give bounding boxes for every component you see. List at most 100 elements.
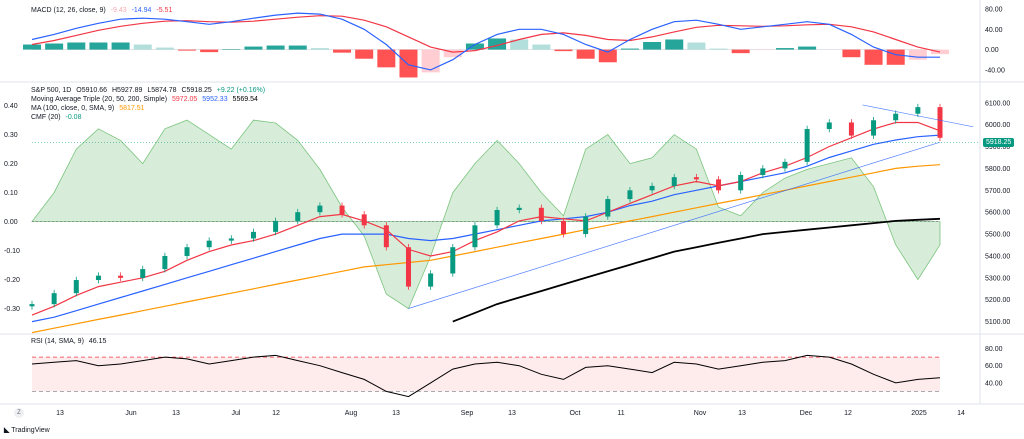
rsi-band (32, 357, 940, 392)
macd-pane (23, 12, 949, 78)
time-axis-tick: Oct (570, 410, 581, 417)
macd-hist-bar (598, 49, 617, 63)
candle-body (760, 168, 766, 175)
cmf-axis-tick: 0.00 (4, 219, 18, 226)
macd-hist-bar (908, 49, 927, 60)
axes-layer: 80.00 40.00 0.00 -40.00 6100.00 6000.00 5900.0… (4, 7, 1010, 417)
price-axis-tick: 5700.00 (985, 188, 1010, 195)
candle-body (649, 185, 655, 191)
candle-body (693, 177, 699, 180)
cmf-axis-tick: 0.10 (4, 190, 18, 197)
ma20-line (31, 121, 941, 316)
tv-logo-icon: ◣ (4, 427, 10, 434)
time-axis-tick: 2025 (911, 410, 927, 417)
macd-title: MACD (12, 26, close, 9) (31, 7, 106, 14)
macd-hist-bar (532, 44, 551, 50)
macd-line (31, 12, 940, 71)
rsi-line (31, 354, 941, 398)
candle-body (206, 240, 212, 248)
candle-body (339, 205, 345, 215)
candle-body (716, 179, 722, 191)
price-axis-tick: 5400.00 (985, 253, 1010, 260)
price-axis-tick: 5100.00 (985, 319, 1010, 326)
macd-axis-tick: 0.00 (985, 47, 999, 54)
macd-axis-tick: -40.00 (985, 67, 1005, 74)
ma200-value: 5569.54 (232, 96, 258, 103)
candle-body (893, 113, 899, 121)
ma50-line (31, 134, 941, 323)
ma200-line (452, 217, 941, 323)
symbol-label: S&P 500, 1D (31, 87, 72, 94)
macd-signal-value: -5.51 (156, 7, 173, 14)
macd-hist-bar (465, 43, 484, 50)
macd-hist-bar (222, 49, 241, 50)
macd-hist-bar (89, 42, 108, 50)
tradingview-logo: ◣ TradingView (4, 426, 50, 434)
open-value: O5910.66 (76, 87, 108, 94)
candle-body (361, 214, 367, 226)
macd-hist-bar (310, 48, 329, 50)
price-axis-tick: 5800.00 (985, 166, 1010, 173)
candle-body (804, 129, 810, 162)
time-axis-tick: Aug (345, 410, 358, 417)
change-value: +9.22 (+0.16%) (216, 87, 266, 94)
macd-hist-bar (443, 49, 462, 58)
cmf-axis-tick: -0.20 (4, 277, 20, 284)
time-axis-tick: 12 (272, 410, 280, 417)
macd-hist-bar (510, 39, 529, 50)
time-axis-tick: Jul (232, 410, 241, 417)
candle-body (782, 161, 788, 169)
time-axis-tick: Nov (694, 410, 707, 417)
price-axis-tick: 6100.00 (985, 100, 1010, 107)
macd-hist-bar (23, 44, 41, 50)
time-axis-tick: Dec (800, 410, 813, 417)
candle-body (162, 255, 168, 270)
candle-body (184, 247, 190, 256)
cmf-layer (31, 119, 941, 310)
macd-hist-bar (377, 49, 396, 68)
candle-body (428, 273, 434, 287)
macd-hist-bar (244, 46, 263, 50)
low-value: L5874.78 (147, 87, 177, 94)
cmf-value: -0.08 (65, 114, 82, 121)
macd-line-value: -14.94 (131, 7, 152, 14)
candle-body (317, 205, 323, 213)
zoom-icon[interactable]: Z (14, 408, 24, 418)
candle-body (250, 231, 256, 239)
candle-body (605, 199, 611, 217)
macd-hist-value: -9.43 (110, 7, 127, 14)
candle-body (538, 207, 544, 221)
time-axis-tick: Jun (125, 410, 136, 417)
macd-hist-bar (886, 49, 905, 65)
macd-hist-bar (620, 48, 639, 50)
time-axis-tick: 12 (844, 410, 852, 417)
candle-body (627, 190, 633, 200)
candle-body (405, 247, 411, 287)
candle-body (848, 122, 854, 136)
macd-hist-bar (421, 49, 440, 73)
time-axis-tick: Sep (461, 410, 474, 417)
close-value: C5918.25 (181, 87, 212, 94)
macd-hist-bar (355, 49, 374, 59)
macd-axis-tick: 80.00 (985, 7, 1003, 14)
cmf-label: CMF (20) (31, 114, 61, 121)
candle-body (472, 225, 478, 248)
rsi-pane (31, 354, 941, 398)
rsi-axis-tick: 40.00 (985, 380, 1003, 387)
candle-body (494, 210, 500, 226)
macd-hist-bar (798, 46, 817, 50)
ma100-label: MA (100, close, 0, SMA, 9) (31, 105, 115, 112)
time-axis-tick: 11 (617, 410, 624, 417)
brand-label: TradingView (11, 427, 50, 434)
cmf-axis-tick: 0.40 (4, 103, 18, 110)
macd-hist-bar (687, 42, 706, 50)
rsi-value: 46.15 (88, 338, 107, 345)
macd-hist-bar (488, 38, 507, 50)
macd-legend: MACD (12, 26, close, 9) -9.43 -14.94 -5.… (31, 6, 175, 15)
macd-hist-bar (333, 49, 352, 53)
candle-body (915, 107, 921, 114)
cmf-area (31, 119, 941, 310)
time-axis-tick: 13 (56, 410, 64, 417)
